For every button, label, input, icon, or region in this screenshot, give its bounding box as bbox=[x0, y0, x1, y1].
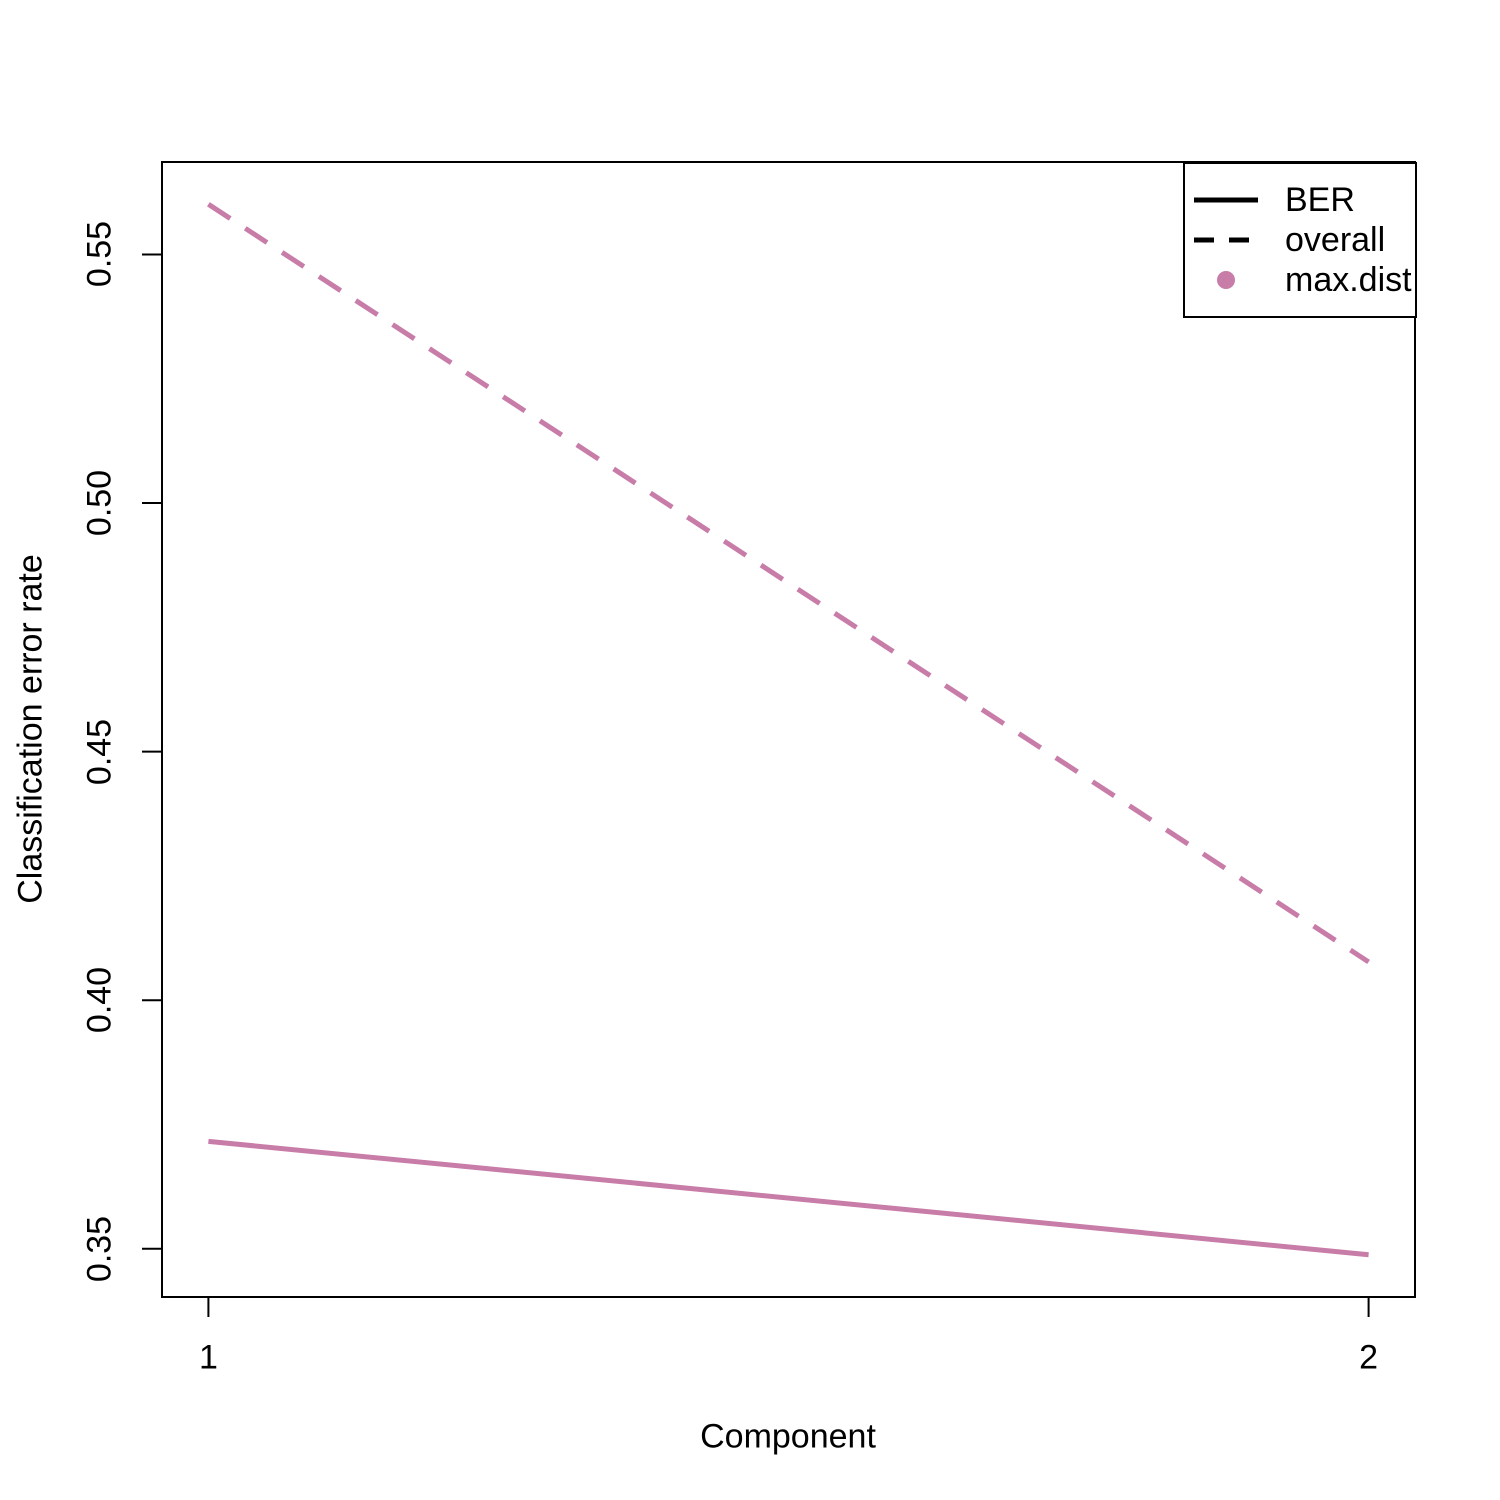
legend-label-ber: BER bbox=[1285, 181, 1355, 219]
y-tick-label: 0.50 bbox=[80, 469, 119, 537]
legend-label-overall: overall bbox=[1285, 221, 1386, 259]
dashed-line-icon bbox=[1194, 230, 1258, 250]
legend-row-maxdist: max.dist bbox=[1185, 260, 1415, 300]
y-axis-title: Classification error rate bbox=[11, 554, 50, 904]
plot-border bbox=[161, 161, 1416, 1298]
x-tick-label: 2 bbox=[1359, 1338, 1379, 1377]
legend-row-overall: overall bbox=[1185, 220, 1415, 260]
y-tick-label: 0.45 bbox=[80, 718, 119, 785]
dot-icon bbox=[1194, 270, 1258, 290]
legend-label-maxdist: max.dist bbox=[1285, 261, 1412, 299]
legend-row-ber: BER bbox=[1185, 180, 1415, 220]
x-axis-title: Component bbox=[700, 1417, 876, 1456]
legend: BER overall max.dist bbox=[1183, 162, 1417, 318]
y-tick-label: 0.35 bbox=[80, 1215, 119, 1282]
series-line-overall bbox=[207, 202, 1370, 965]
y-tick-label: 0.55 bbox=[80, 221, 119, 288]
series-line-BER bbox=[208, 1138, 1369, 1258]
x-tick-label: 1 bbox=[198, 1338, 218, 1377]
solid-line-icon bbox=[1194, 190, 1258, 210]
y-tick-label: 0.40 bbox=[80, 967, 119, 1034]
